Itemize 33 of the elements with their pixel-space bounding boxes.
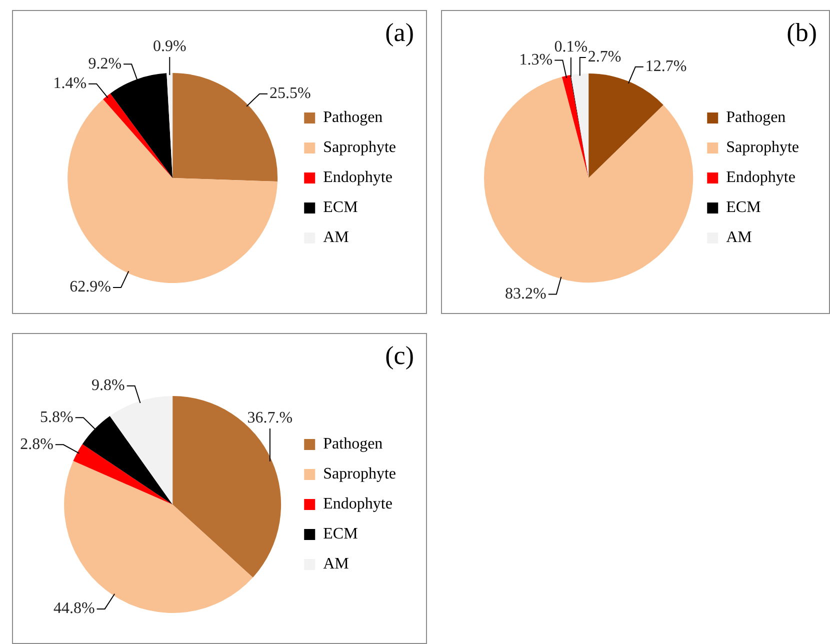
data-label: 0.9% xyxy=(152,38,186,56)
legend-label: Pathogen xyxy=(323,436,383,453)
data-label: 2.7% xyxy=(588,48,622,66)
legend-label: ECM xyxy=(323,199,358,216)
data-label: 0.1% xyxy=(554,38,588,56)
legend-label: AM xyxy=(323,556,349,573)
chart-title: (a) xyxy=(385,18,414,47)
data-label: 9.8% xyxy=(91,377,125,394)
chart-title: (c) xyxy=(385,340,414,370)
legend-label: AM xyxy=(726,229,752,246)
data-label: 36.7.% xyxy=(247,410,293,427)
data-label: 83.2% xyxy=(505,285,546,302)
chart-title: (b) xyxy=(786,18,817,47)
data-label: 9.2% xyxy=(88,55,122,72)
data-label: 2.8% xyxy=(20,436,54,453)
data-label: 25.5% xyxy=(270,85,311,102)
legend-label: ECM xyxy=(726,199,761,216)
legend-label: Endophyte xyxy=(726,169,796,186)
legend-label: Endophyte xyxy=(323,169,392,186)
data-label: 5.8% xyxy=(40,408,74,426)
legend-label: Saprophyte xyxy=(323,466,396,483)
legend-label: Pathogen xyxy=(323,109,383,126)
legend-label: AM xyxy=(323,229,349,246)
legend-label: Saprophyte xyxy=(726,139,799,156)
data-label: 1.4% xyxy=(53,75,87,92)
data-label: 1.3% xyxy=(519,51,553,68)
legend-label: Endophyte xyxy=(323,496,392,513)
legend-label: Pathogen xyxy=(726,109,786,126)
data-label: 44.8% xyxy=(53,600,95,618)
data-label: 62.9% xyxy=(70,278,111,296)
legend-label: ECM xyxy=(323,526,358,543)
legend-label: Saprophyte xyxy=(323,139,396,156)
data-label: 12.7% xyxy=(645,58,687,76)
